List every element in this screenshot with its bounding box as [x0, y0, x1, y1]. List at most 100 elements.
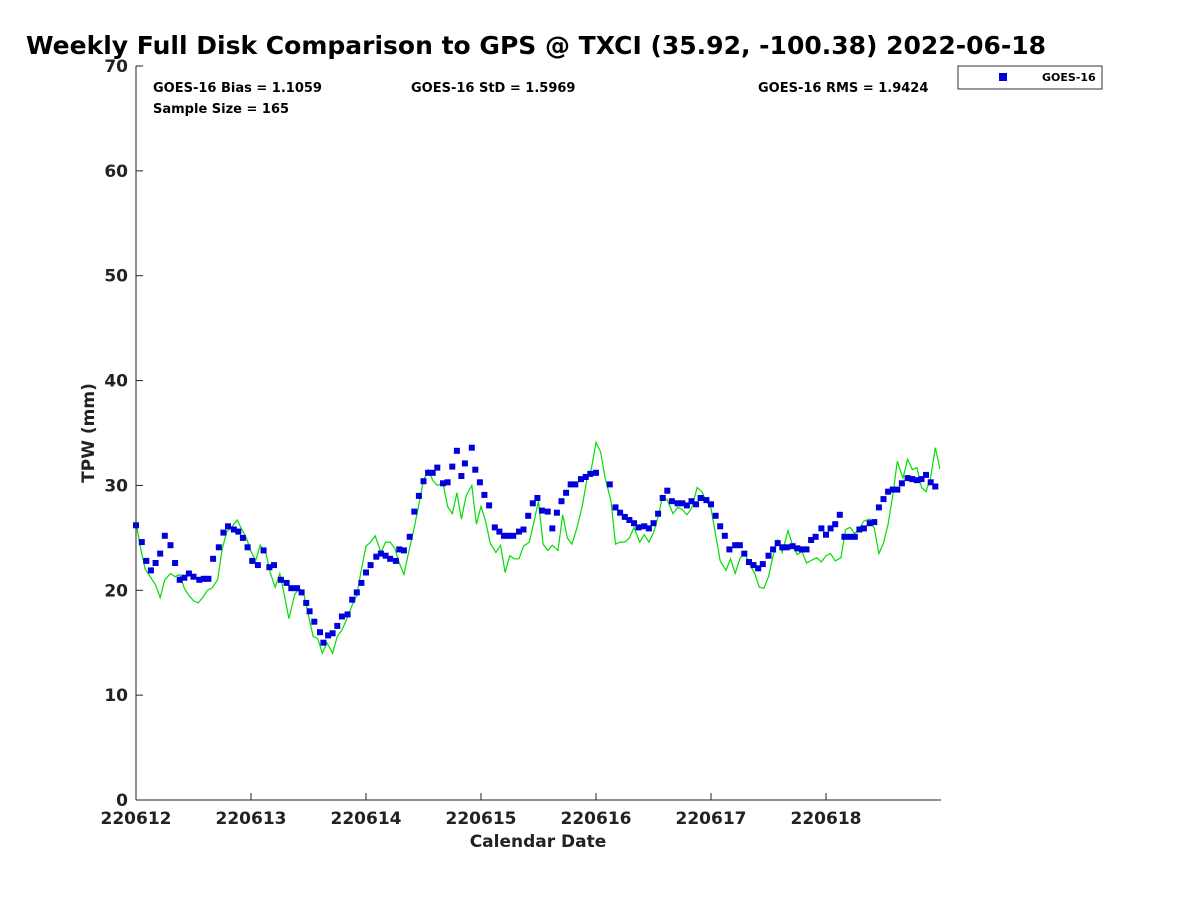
- goes16-data-point: [468, 444, 475, 451]
- goes16-data-point: [367, 562, 374, 569]
- bias-stat: GOES-16 Bias = 1.1059: [153, 81, 322, 96]
- goes16-data-point: [617, 509, 624, 516]
- goes16-data-point: [181, 574, 188, 581]
- goes16-data-point: [277, 576, 284, 583]
- goes16-data-point: [655, 510, 662, 517]
- goes16-data-point: [712, 512, 719, 519]
- goes16-data-point: [382, 552, 389, 559]
- goes16-data-point: [225, 523, 231, 530]
- goes16-data-point: [894, 486, 901, 493]
- goes16-data-point: [803, 546, 810, 553]
- goes16-data-point: [659, 495, 666, 501]
- y-tick-label: 50: [104, 267, 128, 287]
- gps-series-line: [135, 440, 941, 655]
- goes16-data-point: [688, 498, 695, 505]
- goes16-data-point: [235, 528, 242, 535]
- goes16-data-point: [732, 542, 739, 549]
- y-tick-labels: 0 10 20 30 40 50 60 70: [104, 57, 128, 811]
- goes16-data-point: [860, 525, 867, 532]
- goes16-data-point: [563, 489, 570, 496]
- goes16-data-point: [851, 533, 858, 540]
- goes16-data-point: [779, 544, 786, 551]
- goes16-data-point: [582, 474, 589, 480]
- y-tick-label: 70: [104, 57, 128, 77]
- goes16-data-point: [679, 500, 686, 507]
- goes16-data-point: [271, 562, 277, 569]
- goes16-data-point: [190, 573, 197, 580]
- goes16-data-point: [157, 550, 164, 557]
- goes16-data-point: [363, 569, 369, 576]
- y-tick-label: 60: [104, 162, 128, 182]
- legend-box: [957, 65, 1103, 90]
- goes16-data-point: [635, 524, 642, 531]
- legend-marker-goes16: [999, 73, 1007, 81]
- goes16-data-point: [674, 500, 681, 507]
- plot-area: [136, 66, 941, 800]
- goes16-data-point: [856, 526, 863, 533]
- goes16-data-point: [544, 508, 551, 515]
- goes16-data-point: [558, 498, 565, 505]
- sample-size-stat: Sample Size = 165: [153, 102, 289, 117]
- goes16-data-point: [741, 550, 748, 557]
- goes16-data-point: [220, 529, 227, 536]
- goes16-data-point: [244, 544, 251, 551]
- goes16-data-point: [717, 523, 724, 530]
- goes16-data-point: [927, 479, 934, 486]
- goes16-data-point: [320, 639, 327, 646]
- goes16-data-point: [875, 504, 882, 511]
- goes16-data-point: [429, 469, 436, 476]
- goes16-data-point: [196, 576, 203, 583]
- goes16-data-point: [668, 498, 675, 505]
- goes16-data-point: [486, 502, 493, 509]
- goes16-data-point: [303, 599, 310, 606]
- goes16-data-point: [325, 632, 332, 639]
- goes16-data-point: [476, 479, 483, 486]
- goes16-data-point: [645, 525, 652, 532]
- goes16-data-point: [889, 486, 896, 493]
- goes16-data-point: [425, 469, 432, 476]
- goes16-data-point: [697, 495, 704, 501]
- goes16-data-point: [358, 579, 365, 586]
- goes16-data-point: [572, 481, 579, 488]
- goes16-data-point: [510, 532, 517, 539]
- goes16-data-point: [147, 567, 154, 574]
- goes16-data-point: [626, 517, 633, 523]
- goes16-data-point: [449, 463, 456, 470]
- goes16-data-point: [353, 589, 360, 596]
- goes16-data-point: [847, 533, 854, 540]
- goes16-data-point: [458, 473, 465, 479]
- goes16-data-point: [932, 483, 939, 490]
- rms-stat: GOES-16 RMS = 1.9424: [758, 81, 928, 96]
- goes16-data-point: [693, 501, 700, 508]
- goes16-data-point: [491, 524, 498, 531]
- goes16-data-point: [721, 532, 728, 539]
- goes16-data-point: [534, 495, 541, 501]
- goes16-data-point: [621, 513, 628, 520]
- goes16-data-point: [400, 547, 407, 554]
- goes16-data-point: [461, 460, 468, 467]
- goes16-data-point: [200, 575, 207, 582]
- goes16-data-point: [377, 550, 384, 557]
- goes16-data-point: [746, 559, 752, 565]
- goes16-data-point: [167, 542, 174, 549]
- goes16-data-point: [172, 560, 179, 566]
- goes16-data-point: [516, 528, 522, 535]
- goes16-data-point: [298, 589, 305, 596]
- chart-title: Weekly Full Disk Comparison to GPS @ TXC…: [26, 31, 1046, 60]
- goes16-data-point: [549, 525, 556, 532]
- goes16-data-point: [898, 480, 905, 487]
- goes16-data-point: [249, 557, 256, 564]
- goes16-data-point: [338, 613, 345, 620]
- goes16-data-point: [444, 479, 451, 486]
- goes16-data-point: [420, 478, 427, 485]
- goes16-data-point: [392, 557, 399, 564]
- goes16-data-point: [210, 555, 217, 562]
- x-tick-label: 220613: [216, 809, 287, 829]
- axis-ticks: [135, 65, 827, 801]
- goes16-data-point: [880, 496, 887, 503]
- goes16-data-point: [538, 507, 545, 514]
- goes16-data-point: [885, 488, 892, 495]
- goes16-data-point: [923, 471, 929, 478]
- goes16-data-point: [664, 487, 671, 494]
- goes16-data-point: [329, 630, 336, 637]
